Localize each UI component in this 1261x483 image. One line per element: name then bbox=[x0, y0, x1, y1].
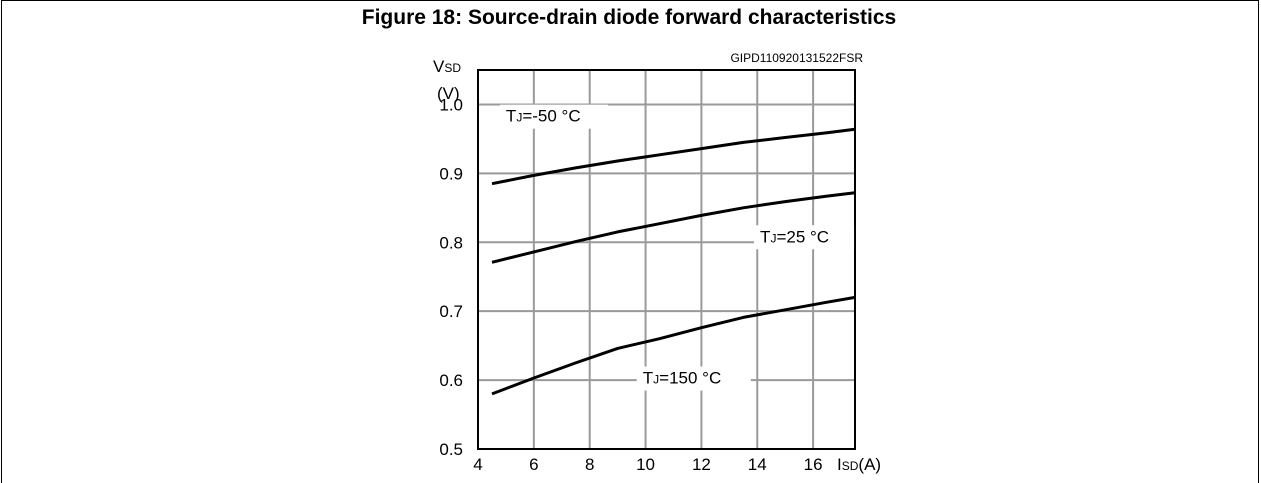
x-tick-label: 12 bbox=[692, 455, 711, 474]
x-axis-label-main: I bbox=[837, 455, 842, 474]
x-axis-label-unit: (A) bbox=[858, 455, 881, 474]
series-layer bbox=[491, 127, 856, 396]
series-label-2: TJ=25 °C bbox=[760, 227, 829, 246]
series-line-2 bbox=[491, 191, 856, 264]
tick-labels: 4 6 8 10 12 14 16 0.5 0.6 0.7 0.8 0.9 1.0 bbox=[439, 95, 822, 474]
series-label-1: TJ=-50 °C bbox=[506, 107, 581, 126]
y-axis-unit: (V) bbox=[437, 84, 460, 103]
y-tick-label: 0.8 bbox=[439, 233, 463, 252]
y-axis-label-main: V bbox=[433, 57, 445, 76]
x-tick-label: 14 bbox=[748, 455, 767, 474]
y-axis-label-sub: SD bbox=[444, 61, 461, 75]
figure-title: Figure 18: Source-drain diode forward ch… bbox=[361, 6, 897, 29]
figure-code: GIPD110920131522FSR bbox=[730, 51, 863, 65]
y-tick-label: 0.9 bbox=[439, 164, 463, 183]
series-label-bg bbox=[754, 225, 855, 250]
series-line-3 bbox=[491, 295, 856, 396]
x-tick-label: 10 bbox=[636, 455, 655, 474]
series-line-1 bbox=[491, 127, 856, 186]
y-tick-label: 0.5 bbox=[439, 440, 463, 459]
y-tick-label: 1.0 bbox=[439, 95, 463, 114]
series-labels: TJ=-50 °C TJ=25 °C TJ=150 °C bbox=[499, 104, 855, 391]
x-axis-label: ISD(A) bbox=[837, 455, 881, 474]
x-tick-label: 8 bbox=[585, 455, 594, 474]
y-axis-label: VSD bbox=[433, 57, 461, 76]
y-tick-label: 0.6 bbox=[439, 371, 463, 390]
y-tick-label: 0.7 bbox=[439, 302, 463, 321]
x-tick-label: 16 bbox=[804, 455, 823, 474]
plot-frame bbox=[477, 69, 856, 450]
x-axis-label-sub: SD bbox=[842, 459, 859, 473]
series-label-3: TJ=150 °C bbox=[643, 369, 721, 388]
x-tick-label: 4 bbox=[473, 455, 482, 474]
x-tick-label: 6 bbox=[529, 455, 538, 474]
series-label-bg bbox=[636, 366, 751, 391]
series-label-bg bbox=[499, 104, 608, 129]
